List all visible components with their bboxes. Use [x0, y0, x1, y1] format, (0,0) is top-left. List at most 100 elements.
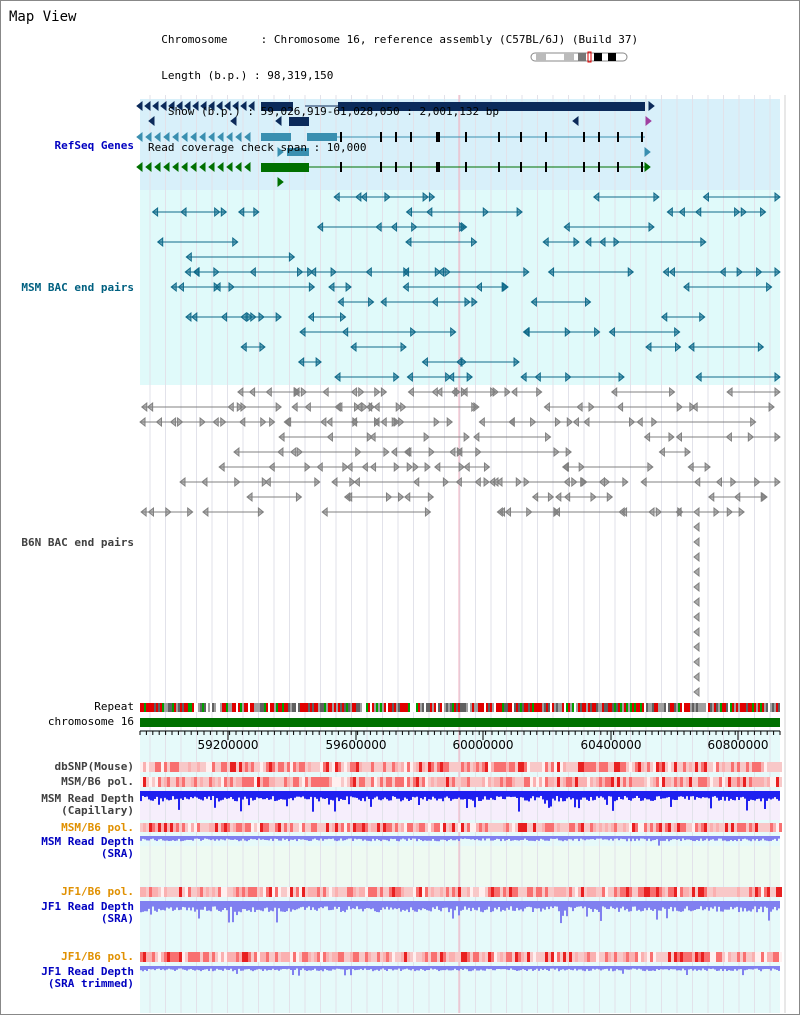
- jf1-depth-sra-bar: [214, 901, 216, 907]
- msm-depth-sra-bar: [678, 836, 680, 840]
- msm-b6-pol-strip: [182, 823, 185, 832]
- track-label-jf1-depth-trimmed[interactable]: JF1 Read Depth (SRA trimmed): [41, 965, 134, 990]
- jf1-b6-pol-strip: [566, 887, 569, 897]
- jf1-b6-pol-strip: [344, 952, 347, 962]
- msm-depth-sra-bar: [390, 836, 392, 839]
- dbsnp-strip: [380, 762, 383, 772]
- msm-depth-cap-bar: [182, 791, 184, 800]
- track-label-msm-bac[interactable]: MSM BAC end pairs: [21, 281, 134, 294]
- msm-depth-cap-bar: [662, 791, 664, 799]
- msm-b6-pol-strip: [143, 823, 146, 832]
- msm-depth-sra-bar: [640, 836, 642, 839]
- msm-depth-cap-bar: [364, 791, 366, 802]
- msm-b6-pol-strip: [206, 777, 209, 787]
- repeat-block: [590, 703, 592, 712]
- msm-depth-cap-bar: [310, 791, 312, 797]
- repeat-block: [518, 703, 520, 712]
- jf1-depth-trim-bar: [220, 966, 222, 970]
- b6n-bac-pair-end: [407, 386, 414, 398]
- msm-depth-cap-bar: [232, 791, 234, 800]
- msm-depth-sra-bar: [150, 836, 152, 840]
- dbsnp-strip: [203, 762, 206, 772]
- gene-arrow: [226, 161, 233, 173]
- jf1-depth-trim-bar: [720, 966, 722, 970]
- jf1-depth-sra-bar: [778, 901, 780, 909]
- track-label-msm-depth-capillary[interactable]: MSM Read Depth (Capillary): [41, 792, 134, 817]
- jf1-depth-trim-bar: [286, 966, 288, 970]
- msm-b6-pol-strip: [620, 777, 623, 787]
- jf1-depth-trim-bar: [354, 966, 356, 971]
- dbsnp-strip: [251, 762, 254, 772]
- track-label-dbsnp[interactable]: dbSNP(Mouse): [54, 760, 134, 773]
- gene-arrow: [154, 161, 161, 173]
- jf1-depth-trim-bar: [342, 966, 344, 970]
- msm-depth-sra-bar: [360, 836, 362, 840]
- track-label-jf1-b6-pol-1[interactable]: JF1/B6 pol.: [61, 885, 134, 898]
- jf1-depth-sra-bar: [632, 901, 634, 907]
- msm-b6-pol-strip: [251, 777, 254, 787]
- repeat-block: [218, 703, 220, 712]
- msm-b6-pol-strip: [197, 823, 200, 832]
- track-label-jf1-b6-pol-2[interactable]: JF1/B6 pol.: [61, 950, 134, 963]
- jf1-b6-pol-strip: [170, 887, 173, 897]
- chromosome-ideogram[interactable]: [528, 51, 630, 63]
- repeat-block: [714, 703, 716, 712]
- dbsnp-strip: [749, 762, 752, 772]
- msm-depth-cap-bar: [766, 791, 768, 801]
- track-label-jf1-depth-sra[interactable]: JF1 Read Depth (SRA): [41, 900, 134, 925]
- jf1-b6-pol-strip: [227, 887, 230, 897]
- dbsnp-strip: [773, 762, 776, 772]
- jf1-depth-trim-bar: [756, 966, 758, 969]
- jf1-b6-pol-strip: [437, 952, 440, 962]
- dbsnp-strip: [500, 762, 503, 772]
- jf1-depth-sra-bar: [746, 901, 748, 912]
- jf1-b6-pol-strip: [212, 887, 215, 897]
- jf1-b6-pol-strip: [290, 887, 293, 897]
- track-label-msm-b6-pol-1[interactable]: MSM/B6 pol.: [61, 775, 134, 788]
- track-label-msm-depth-sra[interactable]: MSM Read Depth (SRA): [41, 835, 134, 860]
- b6n-bac-pair-end: [733, 491, 741, 503]
- jf1-b6-pol-strip: [662, 887, 665, 897]
- msm-b6-pol-strip: [656, 777, 659, 787]
- repeat-block: [500, 703, 502, 712]
- gene-exon: [395, 162, 397, 172]
- repeat-block: [376, 703, 378, 712]
- msm-depth-sra-bar: [722, 836, 724, 841]
- msm-depth-sra-bar: [778, 836, 780, 839]
- jf1-b6-pol-strip: [455, 887, 458, 897]
- msm-depth-sra-bar: [200, 836, 202, 841]
- repeat-block: [720, 703, 722, 712]
- jf1-depth-sra-bar: [246, 901, 248, 911]
- jf1-b6-pol-strip: [641, 952, 644, 962]
- jf1-depth-sra-bar: [738, 901, 740, 913]
- msm-depth-cap-bar: [224, 791, 226, 798]
- msm-b6-pol-strip: [644, 777, 647, 787]
- track-label-refseq-genes[interactable]: RefSeq Genes: [54, 139, 134, 152]
- jf1-depth-trim-bar: [528, 966, 530, 970]
- jf1-b6-pol-strip: [626, 952, 629, 962]
- dbsnp-strip: [278, 762, 281, 772]
- b6n-bac-pair-end: [725, 431, 732, 443]
- msm-bac-pair-end: [547, 266, 555, 278]
- msm-b6-pol-strip: [140, 823, 143, 832]
- msm-bac-pair-end: [599, 236, 606, 248]
- dbsnp-strip: [449, 762, 452, 772]
- jf1-b6-pol-strip: [266, 952, 269, 962]
- track-label-b6n-bac[interactable]: B6N BAC end pairs: [21, 536, 134, 549]
- jf1-depth-trim-bar: [642, 966, 644, 971]
- jf1-depth-trim-bar: [426, 966, 428, 971]
- jf1-depth-trim-bar: [712, 966, 714, 969]
- jf1-depth-sra-bar: [626, 901, 628, 909]
- msm-b6-pol-strip: [626, 777, 629, 787]
- msm-depth-cap-bar: [660, 791, 662, 799]
- msm-bac-pair-end: [756, 266, 763, 278]
- msm-depth-sra-bar: [560, 836, 562, 841]
- jf1-depth-sra-bar: [650, 901, 652, 910]
- repeat-block: [442, 703, 444, 712]
- msm-b6-pol-strip: [326, 823, 329, 832]
- jf1-b6-pol-strip: [383, 887, 386, 897]
- msm-b6-pol-strip: [317, 823, 320, 832]
- track-label-msm-b6-pol-2[interactable]: MSM/B6 pol.: [61, 821, 134, 834]
- msm-depth-sra-bar: [516, 836, 518, 841]
